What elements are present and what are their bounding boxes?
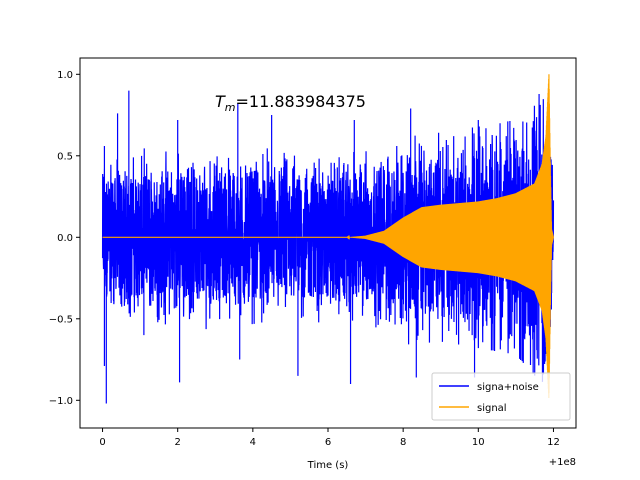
annotation-value: =11.883984375 bbox=[236, 92, 366, 111]
x-tick-label: 8 bbox=[400, 437, 406, 448]
annotation-subscript: m bbox=[225, 101, 236, 114]
series-line-signa-noise bbox=[101, 90, 555, 404]
x-tick-label: 6 bbox=[325, 437, 331, 448]
y-tick-label: 0.0 bbox=[57, 233, 73, 244]
y-tick-label: 1.0 bbox=[57, 70, 73, 81]
legend-box bbox=[431, 372, 571, 421]
y-axis: −1.0 −0.5 0.0 0.5 1.0 bbox=[49, 70, 80, 407]
x-tick-label: 4 bbox=[250, 437, 256, 448]
legend: signa+noise signal bbox=[431, 372, 571, 421]
legend-label-signa-noise: signa+noise bbox=[477, 382, 539, 393]
series-line-signal bbox=[102, 74, 555, 398]
y-tick-label: −0.5 bbox=[49, 314, 73, 325]
x-tick-label: 10 bbox=[472, 437, 485, 448]
legend-label-signal: signal bbox=[477, 403, 507, 414]
annotation-text: Tm=11.883984375 bbox=[215, 92, 366, 114]
x-axis-offset-label: +1e8 bbox=[549, 457, 576, 468]
annotation-symbol: T bbox=[215, 92, 226, 111]
x-axis: 0 2 4 6 8 10 12 bbox=[99, 428, 560, 448]
y-tick-label: 0.5 bbox=[57, 151, 73, 162]
y-tick-label: −1.0 bbox=[49, 396, 73, 407]
x-axis-label: Time (s) bbox=[307, 460, 349, 471]
x-tick-label: 12 bbox=[547, 437, 560, 448]
x-tick-label: 0 bbox=[99, 437, 105, 448]
x-tick-label: 2 bbox=[175, 437, 181, 448]
